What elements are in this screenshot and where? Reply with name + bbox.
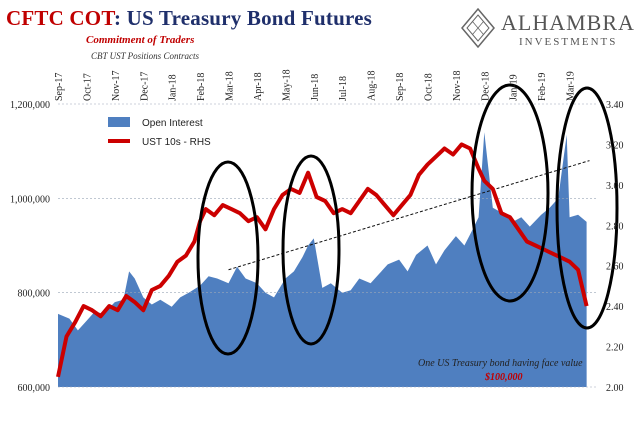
month-tick-label: Oct-17 (82, 73, 93, 101)
legend-swatch-open-interest (108, 117, 130, 127)
right-tick-label: 2.20 (606, 343, 624, 354)
month-tick-label: Feb-19 (537, 73, 548, 101)
month-tick-label: Mar-18 (225, 71, 236, 101)
right-tick-label: 3.00 (606, 181, 624, 192)
month-tick-label: Aug-18 (367, 70, 378, 101)
note-face-value-amount: $100,000 (484, 372, 523, 383)
legend: Open Interest UST 10s - RHS (108, 117, 211, 148)
left-axis: 600,000 800,000 1,000,000 1,200,000 (10, 100, 50, 394)
month-tick-label: Sep-18 (395, 73, 406, 101)
highlight-ellipse-2 (281, 154, 341, 346)
legend-label-open-interest: Open Interest (142, 118, 203, 129)
month-tick-label: Nov-17 (111, 70, 122, 101)
month-tick-label: Jun-18 (310, 74, 321, 101)
month-axis: Sep-17 Oct-17 Nov-17 Dec-17 Jan-18 Feb-18 Mar-… (54, 69, 577, 101)
month-tick-label: Oct-18 (423, 73, 434, 101)
month-tick-label: Jul-18 (338, 76, 349, 101)
chart-title-part1: CFTC COT (6, 6, 114, 30)
logo-name: ALHAMBRA (501, 10, 635, 35)
month-tick-label: Dec-17 (139, 72, 150, 101)
logo-subtitle: INVESTMENTS (519, 36, 618, 48)
highlight-ellipse-1 (196, 160, 260, 356)
highlight-ellipse-4 (555, 86, 619, 330)
logo-diamond-icon (461, 7, 495, 49)
month-tick-label: Sep-17 (54, 73, 65, 101)
right-tick-label: 2.40 (606, 302, 624, 313)
left-tick-label: 600,000 (18, 383, 51, 394)
left-tick-label: 1,000,000 (10, 194, 50, 205)
chart-title: CFTC COT: US Treasury Bond Futures (6, 6, 372, 31)
chart-subtitle-secondary: CBT UST Positions Contracts (91, 51, 199, 61)
right-tick-label: 3.40 (606, 100, 624, 111)
month-tick-label: Mar-19 (566, 71, 577, 101)
right-tick-label: 2.80 (606, 221, 624, 232)
highlight-ellipse-3 (470, 83, 550, 303)
month-tick-label: Feb-18 (196, 73, 207, 101)
right-tick-label: 2.60 (606, 262, 624, 273)
chart-title-part2: : US Treasury Bond Futures (113, 6, 372, 30)
month-tick-label: Apr-18 (253, 72, 264, 101)
plot-area (56, 83, 619, 388)
month-tick-label: Nov-18 (452, 70, 463, 101)
month-tick-label: Jan-18 (168, 74, 179, 101)
month-tick-label: Dec-18 (480, 72, 491, 101)
series-line-ust10 (56, 142, 589, 378)
series-area-open-interest (58, 132, 587, 387)
left-tick-label: 1,200,000 (10, 100, 50, 111)
right-axis: 2.00 2.20 2.40 2.60 2.80 3.00 3.20 3.40 (606, 100, 624, 394)
chart-subtitle: Commitment of Traders (86, 34, 195, 46)
right-tick-label: 3.20 (606, 140, 624, 151)
legend-label-ust10: UST 10s - RHS (142, 137, 211, 148)
alhambra-logo: ALHAMBRA INVESTMENTS (461, 7, 635, 56)
title-block: CFTC COT: US Treasury Bond Futures (6, 6, 372, 31)
note-face-value: One US Treasury bond having face value (418, 358, 583, 369)
trend-line (228, 160, 590, 271)
left-tick-label: 800,000 (18, 289, 51, 300)
month-tick-label: May-18 (281, 69, 292, 101)
right-tick-label: 2.00 (606, 383, 624, 394)
month-tick-label: Jan-19 (509, 74, 520, 101)
